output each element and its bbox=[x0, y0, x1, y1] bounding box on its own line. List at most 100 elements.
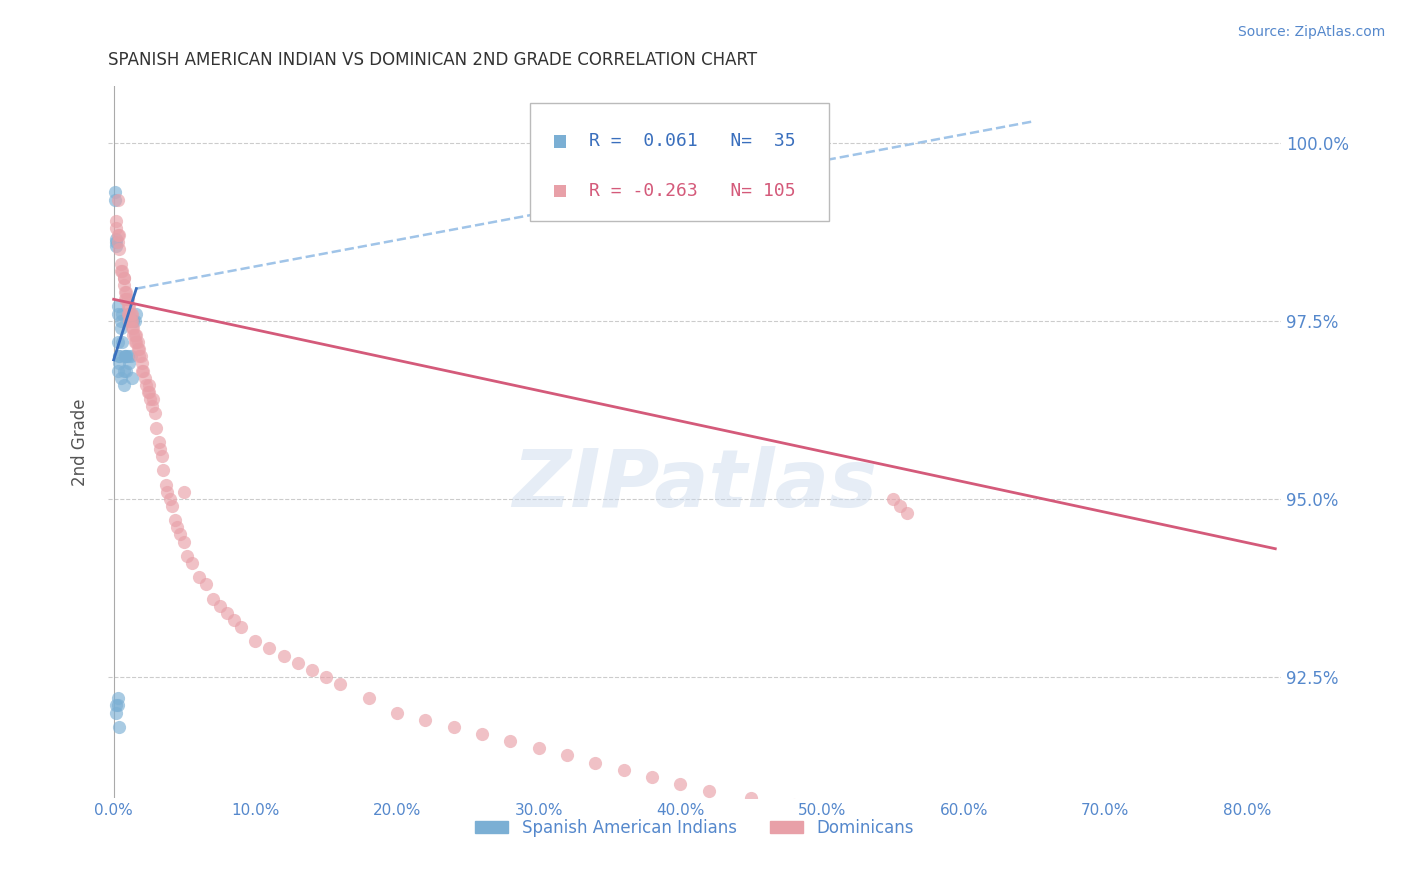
Point bbox=[357, 691, 380, 706]
Point bbox=[107, 698, 129, 713]
Point bbox=[121, 370, 143, 384]
Text: Source: ZipAtlas.com: Source: ZipAtlas.com bbox=[1237, 25, 1385, 39]
Point bbox=[385, 706, 408, 720]
Point bbox=[112, 278, 135, 293]
Point bbox=[105, 214, 128, 228]
Point bbox=[287, 656, 309, 670]
Point bbox=[127, 334, 149, 349]
Point bbox=[896, 813, 918, 827]
Point bbox=[138, 384, 160, 399]
Point bbox=[120, 307, 142, 321]
Point bbox=[499, 734, 522, 748]
Point bbox=[107, 193, 129, 207]
Point bbox=[169, 527, 191, 541]
Point bbox=[108, 356, 131, 370]
Point bbox=[641, 770, 664, 784]
Point bbox=[114, 293, 136, 307]
Point bbox=[107, 235, 129, 250]
Point bbox=[173, 534, 195, 549]
Point bbox=[121, 314, 143, 328]
Point bbox=[108, 349, 131, 363]
Point bbox=[107, 334, 129, 349]
Point bbox=[125, 307, 148, 321]
Point bbox=[114, 349, 136, 363]
Point bbox=[104, 193, 127, 207]
Point bbox=[138, 377, 160, 392]
Point bbox=[471, 727, 494, 741]
Point bbox=[443, 720, 465, 734]
Point bbox=[136, 384, 159, 399]
Point bbox=[129, 349, 152, 363]
Point bbox=[128, 342, 150, 356]
Point bbox=[145, 420, 167, 434]
Point bbox=[108, 228, 131, 243]
Point bbox=[187, 570, 209, 584]
Point bbox=[839, 805, 862, 820]
Point bbox=[149, 442, 172, 456]
Point bbox=[111, 307, 134, 321]
Point bbox=[131, 363, 153, 377]
Point bbox=[125, 334, 148, 349]
Point bbox=[141, 399, 163, 413]
Point bbox=[194, 577, 217, 591]
Point bbox=[273, 648, 295, 663]
Point bbox=[176, 549, 198, 563]
Point bbox=[112, 377, 135, 392]
Point bbox=[782, 798, 804, 813]
Point bbox=[114, 285, 136, 300]
Point bbox=[105, 235, 128, 250]
Point bbox=[208, 599, 231, 613]
Point bbox=[122, 314, 145, 328]
Point bbox=[121, 320, 143, 334]
FancyBboxPatch shape bbox=[554, 185, 567, 197]
Point bbox=[110, 257, 132, 271]
Point bbox=[110, 370, 132, 384]
Point bbox=[114, 349, 136, 363]
Point bbox=[952, 820, 974, 834]
Point bbox=[413, 713, 436, 727]
Point bbox=[613, 763, 636, 777]
Point bbox=[166, 520, 188, 534]
Point bbox=[110, 320, 132, 334]
Point bbox=[159, 491, 181, 506]
Point bbox=[105, 706, 128, 720]
Point bbox=[132, 363, 155, 377]
Point bbox=[127, 342, 149, 356]
Text: ZIPatlas: ZIPatlas bbox=[512, 446, 877, 524]
Point bbox=[527, 741, 550, 756]
Point bbox=[315, 670, 337, 684]
Point bbox=[118, 307, 141, 321]
Point bbox=[215, 606, 238, 620]
Point bbox=[135, 377, 157, 392]
Point bbox=[105, 221, 128, 235]
Point bbox=[108, 720, 131, 734]
Point bbox=[1024, 827, 1046, 841]
Point bbox=[117, 300, 139, 314]
Point bbox=[173, 484, 195, 499]
Point bbox=[125, 327, 148, 342]
Point bbox=[107, 363, 129, 377]
Point bbox=[889, 499, 911, 513]
Point bbox=[1094, 834, 1116, 848]
Point bbox=[124, 334, 146, 349]
Point bbox=[301, 663, 323, 677]
Point bbox=[128, 349, 150, 363]
Point bbox=[245, 634, 267, 648]
Point bbox=[115, 349, 138, 363]
Text: R = -0.263   N= 105: R = -0.263 N= 105 bbox=[589, 182, 796, 200]
Point bbox=[111, 264, 134, 278]
Point bbox=[107, 691, 129, 706]
Point bbox=[115, 293, 138, 307]
Point bbox=[160, 499, 183, 513]
Point bbox=[896, 506, 918, 520]
Point bbox=[583, 756, 606, 770]
Point bbox=[329, 677, 352, 691]
Point bbox=[201, 591, 224, 606]
Point bbox=[107, 307, 129, 321]
Point bbox=[148, 434, 170, 449]
Point bbox=[150, 449, 173, 463]
Point bbox=[669, 777, 692, 791]
Point bbox=[882, 491, 904, 506]
Point bbox=[111, 334, 134, 349]
Point bbox=[555, 748, 578, 763]
